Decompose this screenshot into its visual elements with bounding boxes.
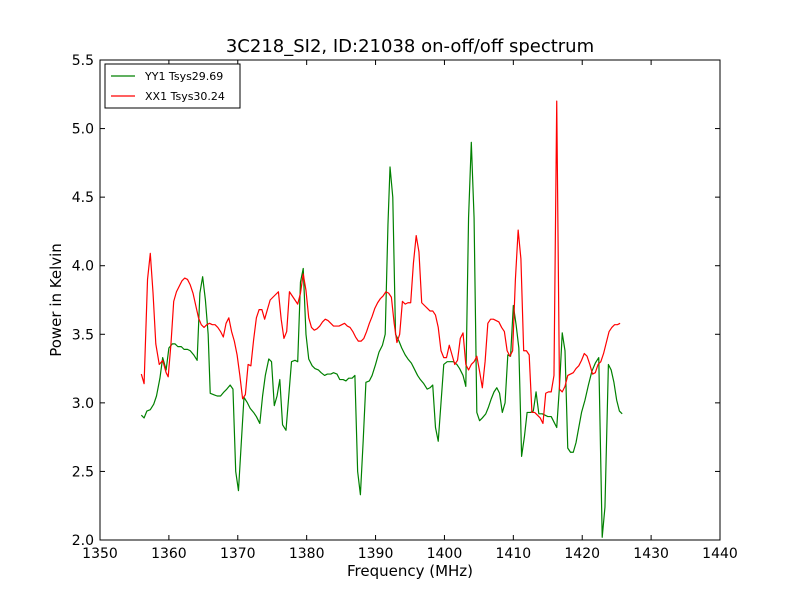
plot-area: 1350 1360 1370 1380 1390 1400 1410 1420 1430 1440… <box>72 53 738 562</box>
y-tick-label: 4.5 <box>72 190 94 206</box>
x-tick-label: 1350 <box>82 546 118 562</box>
y-tick-label: 5.5 <box>72 53 94 69</box>
series-layer <box>140 100 623 538</box>
x-axis-label: Frequency (MHz) <box>347 562 473 580</box>
y-tick-label: 3.5 <box>72 327 94 343</box>
y-tick-label: 4.0 <box>72 259 94 275</box>
x-tick-label: 1390 <box>358 546 394 562</box>
y-tick-label: 2.5 <box>72 464 94 480</box>
x-tick-label: 1360 <box>151 546 187 562</box>
series-line-yy1 <box>140 141 623 538</box>
y-tick-label: 5.0 <box>72 122 94 138</box>
x-tick-label: 1420 <box>564 546 600 562</box>
y-tick-label: 3.0 <box>72 396 94 412</box>
legend-label-yy1: YY1 Tsys29.69 <box>144 70 223 83</box>
x-tick-label: 1410 <box>496 546 532 562</box>
ticks-layer: 1350 1360 1370 1380 1390 1400 1410 1420 1430 1440… <box>72 53 738 562</box>
x-tick-label: 1370 <box>220 546 256 562</box>
y-axis-label: Power in Kelvin <box>47 243 65 357</box>
chart-title: 3C218_SI2, ID:21038 on-off/off spectrum <box>226 36 594 57</box>
x-tick-label: 1400 <box>427 546 463 562</box>
plot-frame <box>99 59 721 541</box>
y-tick-label: 2.0 <box>72 533 94 549</box>
legend-box <box>104 63 241 109</box>
x-tick-label: 1430 <box>633 546 669 562</box>
legend: YY1 Tsys29.69 XX1 Tsys30.24 <box>104 63 241 109</box>
x-tick-label: 1380 <box>289 546 325 562</box>
series-line-xx1 <box>140 100 621 425</box>
legend-label-xx1: XX1 Tsys30.24 <box>145 90 225 103</box>
x-tick-label: 1440 <box>702 546 738 562</box>
